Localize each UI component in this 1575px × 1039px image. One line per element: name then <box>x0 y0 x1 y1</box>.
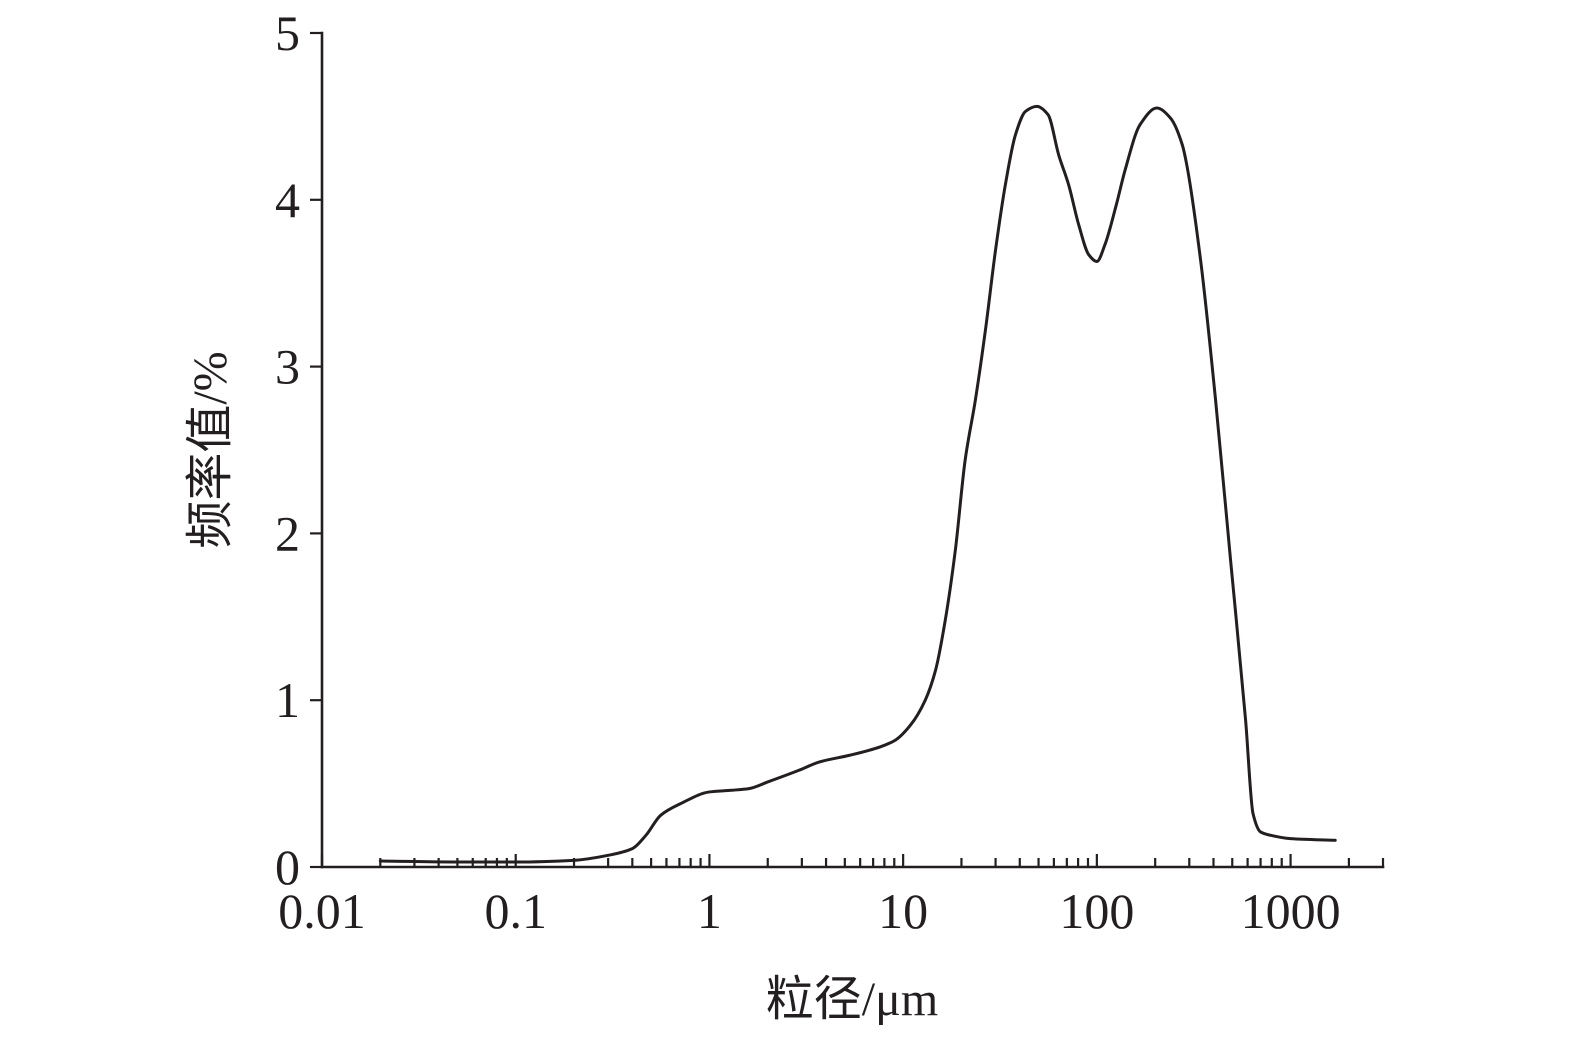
y-tick-label: 0 <box>275 839 300 895</box>
y-axis-label: 频率值/% <box>184 351 237 548</box>
y-tick-label: 1 <box>275 672 300 728</box>
x-tick-label: 1 <box>697 883 722 939</box>
x-tick-label: 100 <box>1059 883 1134 939</box>
x-tick-label: 0.01 <box>278 883 366 939</box>
x-tick-label: 1000 <box>1241 883 1341 939</box>
y-axis-ticks <box>310 31 322 869</box>
y-axis-tick-labels: 0 1 2 3 4 5 <box>275 5 300 895</box>
y-tick-label: 3 <box>275 339 300 395</box>
y-tick-label: 5 <box>275 5 300 61</box>
x-axis-label: 粒径/μm <box>766 973 938 1026</box>
x-tick-label: 0.1 <box>484 883 547 939</box>
x-axis-tick-labels: 0.01 0.1 1 10 100 1000 <box>278 883 1340 939</box>
y-tick-label: 2 <box>275 505 300 561</box>
frequency-curve <box>378 104 1337 864</box>
x-tick-label: 10 <box>878 883 928 939</box>
y-tick-label: 4 <box>275 172 300 228</box>
